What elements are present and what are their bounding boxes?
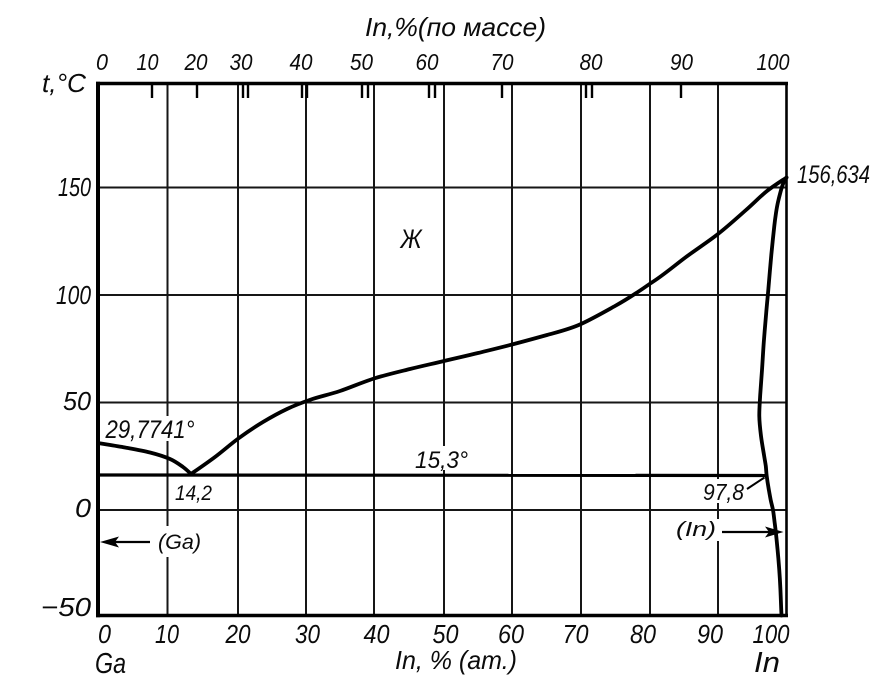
svg-text:−50: −50: [41, 592, 92, 622]
svg-text:70: 70: [563, 619, 589, 649]
svg-text:100: 100: [757, 49, 790, 75]
svg-text:50: 50: [63, 386, 92, 416]
svg-text:10: 10: [137, 49, 159, 75]
svg-text:97,8: 97,8: [703, 479, 744, 505]
svg-text:(In): (In): [676, 519, 716, 541]
svg-text:14,2: 14,2: [175, 482, 212, 505]
svg-text:40: 40: [290, 49, 313, 75]
svg-text:(Ga): (Ga): [158, 531, 201, 554]
svg-text:In,%(по массе): In,%(по массе): [365, 12, 546, 42]
svg-text:15,3°: 15,3°: [415, 447, 468, 474]
svg-text:20: 20: [225, 619, 251, 649]
svg-text:20: 20: [184, 49, 208, 75]
svg-text:0: 0: [96, 49, 108, 75]
svg-text:80: 80: [580, 49, 603, 75]
svg-text:10: 10: [155, 619, 179, 649]
svg-text:156,634: 156,634: [797, 161, 870, 189]
svg-text:40: 40: [364, 619, 390, 649]
svg-text:In, % (ат.): In, % (ат.): [395, 645, 517, 675]
svg-text:30: 30: [230, 49, 253, 75]
svg-text:100: 100: [753, 619, 790, 649]
svg-text:50: 50: [433, 619, 459, 649]
svg-text:50: 50: [350, 49, 373, 75]
svg-text:30: 30: [295, 619, 320, 649]
svg-text:80: 80: [630, 619, 656, 649]
svg-text:t,°C: t,°C: [42, 68, 86, 98]
svg-text:70: 70: [491, 49, 514, 75]
svg-text:90: 90: [697, 619, 723, 649]
svg-text:29,7741°: 29,7741°: [105, 416, 195, 444]
svg-text:60: 60: [498, 619, 524, 649]
svg-text:In: In: [754, 647, 780, 679]
svg-text:0: 0: [75, 493, 92, 523]
svg-text:Ж: Ж: [399, 224, 424, 254]
svg-text:100: 100: [56, 280, 91, 310]
svg-text:0: 0: [98, 619, 111, 649]
svg-text:150: 150: [58, 172, 91, 202]
svg-text:Ga: Ga: [95, 648, 126, 680]
svg-text:60: 60: [416, 49, 439, 75]
svg-text:90: 90: [670, 49, 693, 75]
